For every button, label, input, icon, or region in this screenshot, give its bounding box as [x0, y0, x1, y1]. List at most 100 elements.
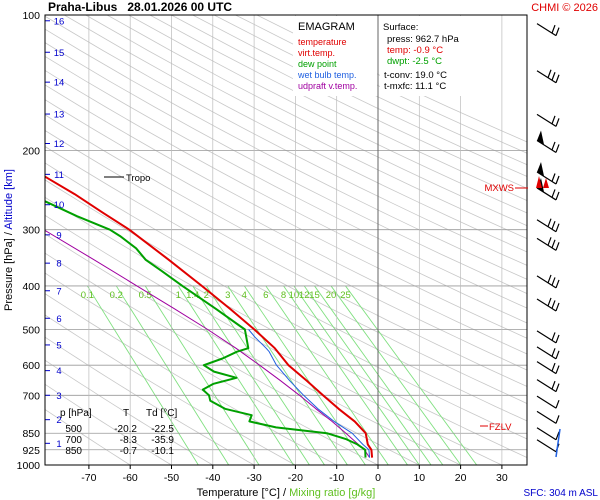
dry-adiabat-line [45, 15, 527, 266]
dry-adiabat-line [45, 314, 296, 465]
wind-barb [536, 69, 560, 84]
wind-barb [536, 330, 560, 344]
xlabel-sep: / [283, 487, 287, 499]
mixing-ratio-line [314, 285, 444, 465]
dry-adiabat-line [45, 55, 527, 309]
temperature-tick-label: 30 [496, 472, 508, 484]
wind-barb [536, 161, 560, 185]
altitude-tick-label: 15 [54, 48, 65, 59]
temperature-tick-label: -50 [164, 472, 179, 484]
altitude-tick-label: 2 [56, 415, 61, 426]
table-cell-p: 500 [65, 424, 82, 435]
mixing-ratio-label: 15 [309, 290, 320, 301]
wind-barb [536, 346, 560, 360]
wind-barb [536, 410, 560, 424]
surface-temp: temp: -0.9 °C [387, 45, 443, 56]
dry-adiabat-line [45, 42, 527, 294]
legend-dew-point: dew point [298, 59, 337, 69]
altitude-tick-label: 11 [54, 170, 64, 181]
temperature-tick-label: 20 [455, 472, 467, 484]
xlabel-mixing: Mixing ratio [g/kg] [289, 487, 375, 499]
pressure-tick-label: 925 [22, 445, 40, 457]
tropopause-marker: Tropo [104, 173, 150, 184]
y-axis-label: Pressure [hPa] / Altitude [km] [3, 169, 15, 311]
series-wet-bulb-temp-line [248, 329, 371, 458]
mixing-ratio-label: 0.5 [139, 290, 152, 301]
dry-adiabat-line [85, 15, 527, 240]
mxws-wind-barb [536, 176, 549, 188]
ylabel-altitude: Altitude [km] [3, 169, 15, 230]
mixing-ratio-label: 1 [176, 290, 181, 301]
temperature-tick-label: -60 [123, 472, 138, 484]
wind-barb [536, 237, 560, 251]
mixing-ratio-line [177, 285, 294, 465]
dry-adiabat-line [45, 28, 527, 280]
altitude-tick-label: 7 [56, 286, 61, 297]
mixing-ratio-line [243, 285, 366, 465]
svg-text:Temperature [°C] / Mixing rati: Temperature [°C] / Mixing ratio [g/kg] [197, 487, 376, 499]
series-temperature-line [45, 175, 374, 458]
mxws-marker: MXWS [484, 183, 528, 194]
table-header-td: Td [°C] [146, 408, 177, 419]
mixing-ratio-line [192, 285, 310, 465]
temperature-tick-label: -70 [81, 472, 96, 484]
surface-wind-barb [555, 428, 561, 458]
table-cell-td: -35.9 [151, 435, 174, 446]
pressure-tick-label: 700 [22, 390, 40, 402]
mixing-ratio-label: 1.4 [186, 290, 199, 301]
surface-tmxfc: t-mxfc: 11.1 °C [384, 81, 446, 92]
dry-adiabat-line [106, 15, 527, 227]
mxws-label: MXWS [484, 183, 514, 194]
dry-adiabat-line [64, 15, 527, 253]
wind-barb [536, 379, 560, 393]
dry-adiabat-line [45, 69, 527, 324]
mixing-ratio-line [227, 285, 348, 465]
legend-virt-temp: virt.temp. [298, 48, 335, 58]
mixing-ratio-label: 0.2 [110, 290, 123, 301]
table-cell-td: -22.5 [151, 424, 174, 435]
altitude-tick-label: 14 [54, 78, 65, 89]
temperature-tick-label: -20 [288, 472, 303, 484]
altitude-tick-label: 1 [56, 439, 61, 450]
temperature-tick-label: -40 [205, 472, 220, 484]
pressure-tick-label: 300 [22, 225, 40, 237]
wind-barb [536, 113, 560, 127]
mixing-ratio-label: 2 [204, 290, 209, 301]
wind-barb [536, 361, 560, 375]
table-cell-p: 850 [65, 446, 82, 457]
table-cell-t: -20.2 [114, 424, 137, 435]
surface-tconv: t-conv: 19.0 °C [384, 70, 447, 81]
fzlv-marker: FZLV [480, 422, 512, 433]
wind-barb [536, 218, 560, 233]
altitude-tick-label: 6 [56, 314, 61, 325]
legend-box [293, 16, 377, 96]
dry-adiabat-line [45, 293, 337, 465]
xlabel-temperature: Temperature [°C] [197, 487, 280, 499]
mixing-ratio-line [303, 285, 432, 465]
wind-barb [536, 130, 560, 153]
temperature-tick-label: -10 [329, 472, 344, 484]
mixing-ratio-line [115, 285, 230, 465]
pressure-tick-label: 600 [22, 360, 40, 372]
dry-adiabat-line [45, 99, 527, 355]
table-row: 500 -20.2 -22.5 [65, 424, 174, 435]
legend-title: EMAGRAM [298, 21, 355, 33]
mixing-ratio-label: 3 [225, 290, 230, 301]
altitude-tick-label: 3 [56, 391, 61, 402]
temperature-tick-label: 0 [375, 472, 381, 484]
dry-adiabat-line [45, 130, 527, 387]
mixing-ratio-label: 4 [242, 290, 247, 301]
mixing-ratio-label: 6 [263, 290, 268, 301]
surface-press: press: 962.7 hPa [387, 34, 460, 45]
table-header-t: T [123, 408, 129, 419]
table-row: 850 -0.7 -10.1 [65, 446, 174, 457]
altitude-tick-label: 10 [54, 200, 65, 211]
table-row: 700 -8.3 -35.9 [65, 435, 174, 446]
altitude-tick-label: 5 [56, 340, 61, 351]
tropo-label: Tropo [126, 173, 150, 184]
surface-title: Surface: [383, 22, 418, 33]
dry-adiabat-line [149, 15, 527, 201]
mixing-ratio-label: 25 [340, 290, 351, 301]
dry-adiabat-line [128, 15, 527, 214]
mixing-ratio-label: 20 [326, 290, 337, 301]
